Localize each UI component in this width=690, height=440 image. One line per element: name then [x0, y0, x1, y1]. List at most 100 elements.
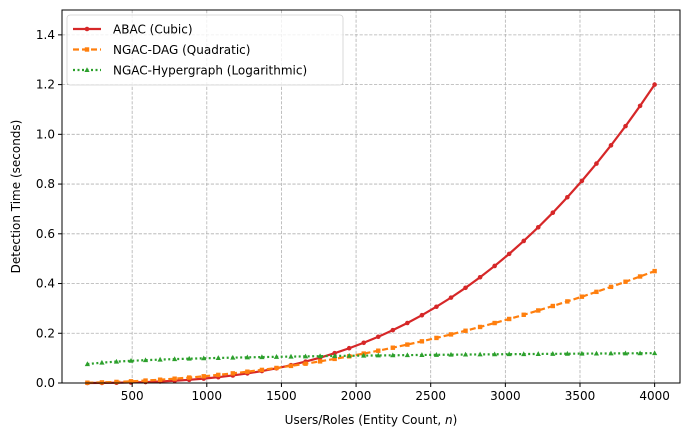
data-point — [550, 351, 556, 356]
data-point — [245, 369, 250, 374]
legend-entry: NGAC-Hypergraph (Logarithmic) — [73, 64, 307, 78]
data-point — [521, 312, 526, 317]
data-point — [448, 332, 454, 337]
series-layer — [84, 82, 658, 386]
data-point — [346, 352, 352, 358]
data-point — [637, 350, 643, 356]
y-tick-label: 0.4 — [36, 277, 55, 291]
data-point — [594, 289, 599, 295]
data-point — [536, 308, 541, 313]
x-tick-label: 2500 — [415, 389, 446, 403]
data-point — [99, 359, 105, 365]
x-tick-label: 2000 — [341, 389, 372, 403]
data-point — [405, 342, 410, 347]
y-tick-label: 0.8 — [36, 177, 55, 191]
data-point — [172, 376, 177, 381]
data-point — [434, 335, 439, 341]
data-point — [652, 268, 657, 274]
y-tick-label: 1.2 — [36, 78, 55, 92]
data-point — [492, 263, 497, 269]
legend-box — [66, 14, 344, 86]
data-point — [230, 354, 236, 360]
data-point — [113, 358, 120, 364]
data-point — [623, 123, 628, 129]
series-logarithmic — [84, 350, 658, 367]
legend-marker — [84, 26, 90, 32]
y-tick-label: 0.2 — [36, 326, 55, 340]
data-point — [317, 353, 323, 359]
data-point — [594, 161, 599, 166]
data-point — [114, 379, 119, 385]
data-point — [419, 312, 425, 318]
data-point — [172, 356, 178, 362]
data-point — [186, 355, 192, 361]
series-line — [87, 83, 656, 385]
data-point — [259, 367, 265, 373]
data-point — [201, 374, 206, 379]
data-point — [216, 372, 221, 378]
data-point — [448, 351, 454, 357]
data-point — [637, 103, 643, 109]
data-point — [506, 351, 512, 357]
data-point — [608, 143, 614, 148]
y-axis-label: Detection Time (seconds) — [9, 120, 23, 274]
data-point — [622, 350, 629, 356]
data-point — [433, 352, 440, 357]
legend-label: ABAC (Cubic) — [113, 23, 193, 37]
data-point — [346, 345, 352, 351]
data-point — [317, 359, 323, 364]
legend-entry: NGAC-DAG (Quadratic) — [73, 43, 250, 57]
y-tick-label: 1.0 — [36, 127, 55, 141]
data-point — [201, 355, 207, 361]
data-point — [375, 334, 381, 340]
data-point — [375, 352, 381, 358]
data-point — [579, 294, 585, 299]
data-point — [492, 351, 498, 357]
data-point — [535, 224, 541, 230]
data-point — [244, 354, 250, 360]
data-point — [302, 353, 309, 359]
x-tick-label: 500 — [121, 389, 144, 403]
data-point — [652, 82, 657, 87]
data-point — [477, 274, 483, 280]
data-point — [143, 378, 148, 383]
data-point — [492, 320, 497, 326]
data-point — [448, 295, 454, 300]
data-point — [463, 285, 468, 291]
data-point — [652, 350, 658, 356]
legend-label: NGAC-Hypergraph (Logarithmic) — [113, 64, 307, 78]
data-point — [506, 251, 512, 257]
data-point — [288, 353, 294, 359]
data-point — [230, 371, 236, 376]
legend-entry: ABAC (Cubic) — [73, 23, 193, 37]
y-tick-label: 1.4 — [36, 28, 55, 42]
x-tick-label: 1500 — [266, 389, 297, 403]
data-point — [419, 352, 425, 357]
y-tick-label: 0.0 — [36, 376, 55, 390]
data-point — [376, 348, 381, 353]
data-point — [477, 324, 483, 330]
legend-marker — [84, 67, 90, 72]
legend: ABAC (Cubic) NGAC-DAG (Quadratic) NGAC-Hyp… — [66, 14, 344, 86]
data-point — [390, 345, 396, 350]
data-point — [332, 353, 338, 358]
data-point — [535, 351, 541, 356]
data-point — [565, 299, 570, 304]
data-point — [550, 303, 556, 309]
data-point — [142, 357, 149, 363]
data-point — [404, 352, 410, 358]
data-point — [419, 339, 425, 344]
data-point — [565, 194, 570, 200]
series-line — [87, 352, 655, 366]
data-point — [128, 358, 134, 363]
data-point — [608, 350, 614, 356]
data-point — [259, 354, 265, 360]
data-point — [593, 350, 600, 356]
data-point — [390, 352, 396, 358]
x-axis-label: Users/Roles (Entity Count, n) — [285, 413, 458, 427]
x-tick-label: 4000 — [639, 389, 670, 403]
data-point — [608, 284, 614, 290]
x-tick-label: 1000 — [192, 389, 223, 403]
data-point — [434, 304, 439, 310]
